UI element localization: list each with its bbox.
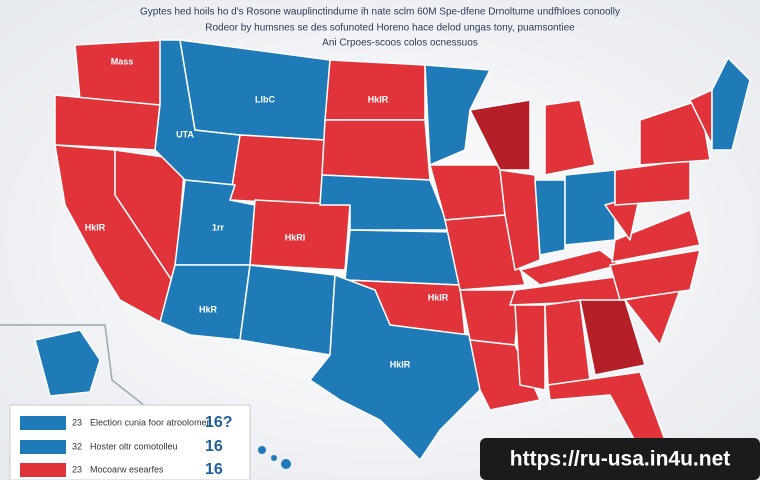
legend-number: 23 (72, 464, 82, 474)
legend-number: 23 (72, 417, 82, 427)
state (249, 199, 351, 271)
map-label: Mass (111, 56, 134, 66)
state (34, 329, 101, 397)
watermark: https://ru-usa.in4u.net (510, 448, 731, 471)
state (459, 289, 521, 346)
map-label: UTA (176, 129, 194, 139)
state (229, 134, 326, 206)
header-line: Gyptes hed hoils ho d's Rosone wauplinct… (140, 7, 620, 18)
legend-value: 16? (205, 414, 233, 431)
map-label: HkIR (390, 359, 411, 369)
legend-label: Election cunia foor atroolomen (90, 417, 212, 427)
state (499, 169, 541, 271)
us-map (0, 39, 751, 469)
state (309, 274, 481, 461)
state (321, 119, 431, 181)
map-label: LlbC (255, 94, 275, 104)
state (534, 179, 566, 256)
state (424, 64, 491, 166)
state (544, 99, 596, 176)
legend: 23 32 23 Election cunia foor atroolomen … (9, 404, 251, 480)
legend-swatch (20, 416, 66, 430)
legend-value: 16 (205, 438, 223, 455)
watermark-bg (480, 438, 760, 480)
state (159, 264, 251, 341)
state (74, 39, 166, 106)
state (711, 57, 751, 151)
island (258, 446, 266, 454)
map-label: HkRI (285, 232, 306, 242)
map-label: HkIR (85, 222, 106, 232)
legend-value: 16 (205, 461, 223, 478)
island (271, 455, 277, 461)
map-label: 1rr (212, 222, 225, 232)
state (639, 99, 711, 166)
header-line: Ani Crpoes-scoos colos ocnessuos (322, 38, 478, 49)
state (579, 299, 646, 376)
island (281, 459, 291, 469)
map-label: HkIR (368, 94, 389, 104)
legend-swatch (20, 463, 66, 477)
map-label: HkIR (428, 292, 449, 302)
legend-label: Hoster oltr comotolleu (90, 441, 178, 451)
state (609, 249, 701, 301)
state (514, 304, 546, 391)
state (469, 99, 531, 171)
state (324, 59, 426, 121)
state (444, 214, 526, 291)
legend-label: Mocoarw esearfes (90, 464, 164, 474)
legend-number: 32 (72, 441, 82, 451)
state (54, 94, 161, 151)
state (239, 264, 336, 356)
header-line: Rodeor by humsnes se des sofunoted Horen… (205, 23, 575, 34)
state (611, 209, 701, 263)
map-label: HkR (199, 304, 218, 314)
state (344, 229, 461, 286)
inset-border (0, 324, 151, 411)
legend-swatch (20, 440, 66, 454)
state (469, 339, 541, 411)
